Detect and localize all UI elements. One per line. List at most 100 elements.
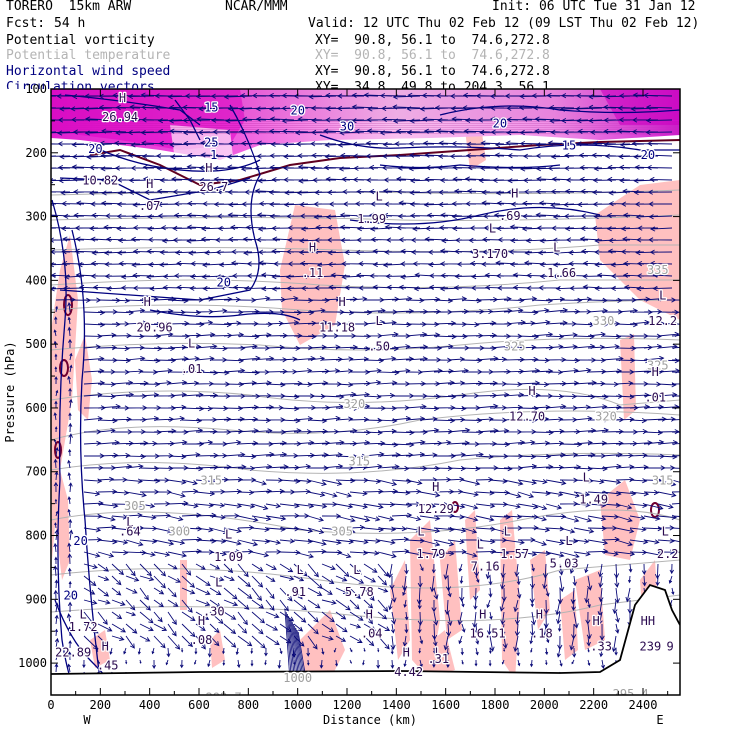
circulation-vector (264, 647, 268, 657)
circulation-vector (510, 201, 533, 207)
circulation-vector (363, 357, 385, 364)
circulation-vector (58, 178, 85, 184)
x-tick-label: 1600 (431, 698, 460, 712)
circulation-vector (641, 563, 647, 576)
circulation-vector (584, 563, 589, 574)
circulation-vector (417, 575, 423, 588)
circulation-vector (529, 635, 534, 645)
pv-extremum-label: L (477, 537, 484, 551)
circulation-vector (211, 117, 239, 123)
circulation-vector (307, 344, 327, 350)
pv-extremum-label: H (536, 608, 543, 622)
circulation-vector (237, 416, 259, 422)
circulation-vector (139, 623, 154, 632)
circulation-vector (166, 647, 171, 658)
circulation-vector (437, 117, 463, 123)
circulation-vector (366, 117, 393, 123)
circulation-vector (125, 587, 138, 594)
circulation-vector (141, 117, 169, 123)
circulation-vector (111, 416, 132, 422)
circulation-vector (321, 491, 338, 498)
circulation-vector (349, 296, 368, 302)
circulation-vector (612, 599, 618, 615)
circulation-vector (517, 334, 540, 340)
circulation-vector (86, 154, 113, 160)
x-tick-label: 600 (188, 698, 210, 712)
circulation-vector (444, 599, 450, 616)
circulation-vector (307, 479, 327, 487)
circulation-vector (456, 261, 477, 267)
circulation-vector (363, 611, 373, 625)
circulation-vector (311, 152, 337, 159)
terrain-surface (51, 583, 680, 675)
x-tick-label: 1200 (333, 698, 362, 712)
circulation-vector (657, 503, 674, 510)
circulation-vector (368, 188, 393, 195)
circulation-vector (287, 237, 308, 243)
circulation-vector (578, 152, 603, 158)
forecast-hour: 54 h (54, 16, 86, 31)
theta-label: 305 (331, 525, 353, 539)
circulation-vector (403, 599, 407, 608)
circulation-vector (451, 116, 477, 122)
circulation-vector (433, 502, 450, 508)
circulation-vector (165, 659, 169, 666)
circulation-vector (419, 368, 443, 374)
circulation-vector (237, 503, 256, 509)
circulation-vector (66, 613, 72, 625)
circulation-vector (594, 249, 617, 255)
circulation-vector (447, 405, 467, 412)
circulation-vector (405, 551, 423, 557)
circulation-vector (600, 635, 604, 644)
pv-extremum-label: .69 (499, 209, 521, 223)
circulation-vector (53, 412, 57, 421)
circulation-vector (172, 225, 197, 232)
circulation-vector (575, 93, 603, 99)
circulation-vector (615, 476, 635, 483)
terrain-fill (51, 585, 680, 695)
circulation-vector (531, 550, 551, 556)
circulation-vector (153, 563, 167, 577)
pv-extremum-label: 1.66 (547, 266, 576, 280)
pv-extremum-label: H (652, 365, 659, 379)
circulation-vector (153, 527, 173, 534)
circulation-vector (571, 599, 576, 612)
circulation-vector (251, 332, 272, 338)
circulation-vector (97, 524, 117, 530)
circulation-vector (73, 189, 99, 195)
circulation-vector (51, 95, 57, 97)
circulation-vector (183, 140, 211, 147)
theta-label: 325 (504, 340, 526, 354)
circulation-vector (363, 563, 378, 573)
circulation-vector (531, 298, 554, 304)
pv-extremum-label: 9 (666, 639, 673, 653)
circulation-vector (251, 563, 264, 572)
circulation-vector (213, 201, 239, 207)
circulation-vector (575, 106, 603, 112)
circulation-vector (195, 439, 214, 446)
pv-extremum-label: H (366, 608, 373, 622)
theta-contour (51, 214, 680, 221)
circulation-vector (531, 539, 547, 546)
circulation-vector (125, 368, 144, 374)
circulation-vector (139, 322, 162, 328)
circulation-vector (111, 490, 130, 496)
circulation-vector (671, 431, 680, 433)
pv-extremum-label: L (79, 608, 86, 622)
circulation-vector (167, 599, 179, 607)
circulation-vector (657, 358, 680, 364)
circulation-vector (459, 587, 465, 602)
field-name: Horizontal wind speed (6, 64, 171, 79)
circulation-vector (447, 476, 465, 482)
circulation-vector (335, 491, 352, 498)
circulation-vector (545, 296, 566, 302)
circulation-vector (433, 526, 455, 533)
circulation-vector (643, 430, 664, 436)
circulation-vector (155, 153, 183, 159)
circulation-vector (417, 611, 423, 626)
circulation-vector (335, 416, 354, 422)
circulation-vector (209, 635, 220, 647)
circulation-vector (195, 623, 206, 631)
circulation-vector (195, 538, 217, 544)
circulation-vector (62, 236, 85, 242)
